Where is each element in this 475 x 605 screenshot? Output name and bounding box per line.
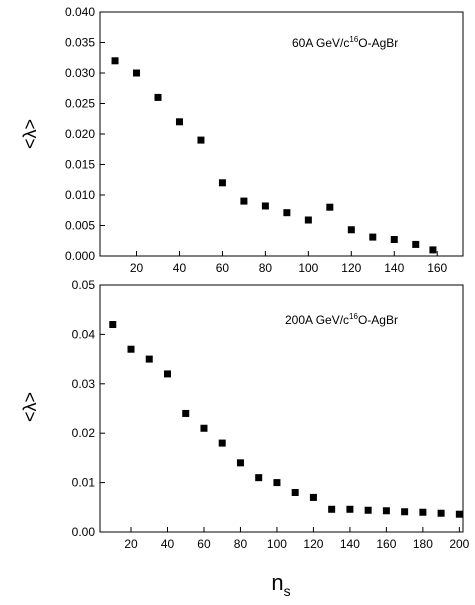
x-tick-label: 100 [267,537,287,551]
data-point [429,246,437,254]
y-tick-label: 0.005 [65,219,95,233]
x-tick-label: 60 [197,537,211,551]
data-point [419,508,427,516]
data-point [283,209,291,217]
y-tick-label: 0.000 [65,249,95,263]
data-point [154,93,162,101]
x-tick-label: 140 [340,537,360,551]
data-point [255,474,263,482]
x-tick-label: 160 [376,537,396,551]
y-tick-label: 0.05 [72,278,96,292]
annotation-superscript: 16 [349,312,358,321]
y-tick-label: 0.03 [72,377,96,391]
data-point [175,118,183,126]
annotation-text: 200A GeV/c [285,313,349,327]
data-point [109,321,117,329]
x-tick-label: 20 [124,537,138,551]
top-chart-panel: 0.000 0.005 0.010 0.015 0.020 0.025 0.030 0.035… [20,5,464,275]
x-axis-label: ns [271,570,290,599]
y-tick-label: 0.030 [65,66,95,80]
y-tick-label: 0.015 [65,158,95,172]
data-point [437,509,445,517]
chart-annotation: 200A GeV/c16O-AgBr [285,312,398,327]
plot-frame [99,284,464,533]
data-point [218,179,226,187]
y-tick-label: 0.035 [65,36,95,50]
data-point [309,493,317,501]
x-tick-label: 40 [161,537,175,551]
data-point [182,409,190,417]
y-axis-label: <λ> [20,392,40,422]
x-tick-label: 160 [427,261,447,275]
data-point [304,216,312,224]
data-point [145,355,153,363]
data-point [382,507,390,515]
data-point [390,236,398,244]
data-point [127,345,135,353]
annotation-text: 60A GeV/c [292,36,349,50]
data-point [218,439,226,447]
y-tick-label: 0.02 [72,426,96,440]
data-point [236,459,244,467]
x-tick-label: 80 [259,261,273,275]
data-point [163,370,171,378]
y-axis-label: <λ> [20,119,40,149]
x-tick-label: 80 [234,537,248,551]
data-point [200,424,208,432]
y-tick-label: 0.025 [65,97,95,111]
data-point [347,226,355,234]
data-point [197,136,205,144]
x-tick-label: 140 [384,261,404,275]
x-tick-label: 180 [413,537,433,551]
data-point [240,197,248,205]
x-tick-label: 40 [173,261,187,275]
annotation-text-tail: O-AgBr [358,313,398,327]
x-tick-label: 100 [298,261,318,275]
data-point [111,57,119,65]
data-point [364,506,372,514]
y-tick-label: 0.020 [65,127,95,141]
data-point [455,510,463,518]
chart-annotation: 60A GeV/c16O-AgBr [292,35,398,50]
x-axis-label-subscript: s [284,583,291,599]
x-tick-label: 200 [449,537,469,551]
y-tick-label: 0.010 [65,188,95,202]
data-point [326,203,334,211]
plot-frame [99,11,464,257]
data-point [401,508,409,516]
data-point [273,479,281,487]
data-point [328,505,336,513]
data-point [261,202,269,210]
x-axis-label-main: n [271,570,283,595]
bottom-chart-panel: 0.00 0.01 0.02 0.03 0.04 0.05 20 40 60 80 100 120 14… [20,278,470,551]
y-tick-label: 0.01 [72,476,96,490]
y-tick-label: 0.040 [65,5,95,19]
x-tick-label: 20 [130,261,144,275]
data-point [369,233,377,241]
data-point [133,69,141,77]
y-tick-label: 0.00 [72,525,96,539]
annotation-text-tail: O-AgBr [358,36,398,50]
x-tick-label: 120 [303,537,323,551]
x-tick-label: 120 [341,261,361,275]
x-tick-label: 60 [216,261,230,275]
data-point [291,488,299,496]
data-point [412,240,420,248]
annotation-superscript: 16 [349,35,358,44]
data-point [346,505,354,513]
y-tick-label: 0.04 [72,327,96,341]
